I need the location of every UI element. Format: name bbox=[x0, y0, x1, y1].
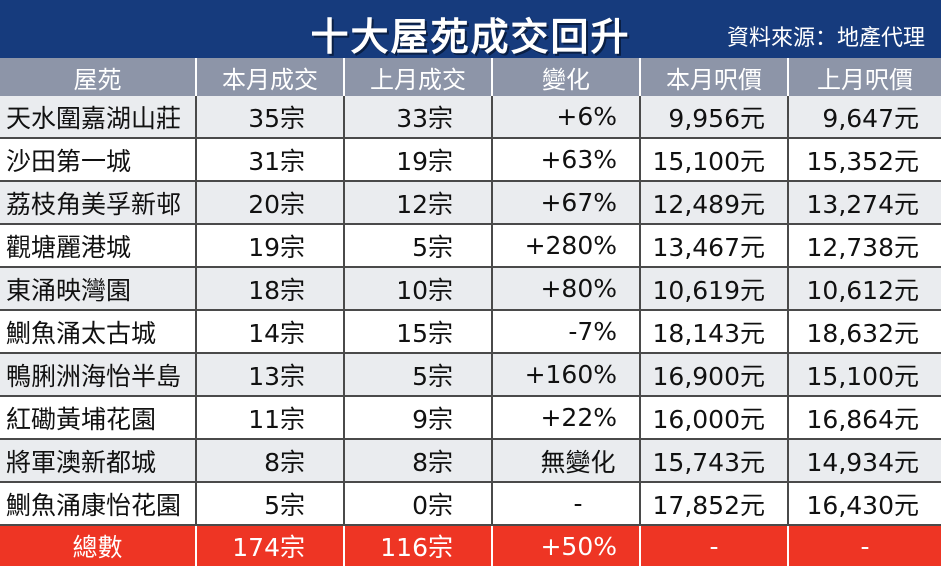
change-value: +67% bbox=[491, 181, 640, 225]
estate-name: 紅磡黃埔花園 bbox=[0, 396, 196, 440]
total-change: +50% bbox=[491, 525, 640, 566]
change-value: +80% bbox=[491, 267, 640, 311]
table-row: 沙田第一城 31宗 19宗 +63% 15,100元 15,352元 bbox=[0, 138, 941, 182]
estate-name: 鰂魚涌太古城 bbox=[0, 310, 196, 354]
this-month-count: 18宗 bbox=[195, 267, 344, 311]
last-month-count: 12宗 bbox=[343, 181, 492, 225]
price-this-month: 15,743元 bbox=[639, 439, 788, 483]
estate-name: 將軍澳新都城 bbox=[0, 439, 196, 483]
estate-name: 荔枝角美孚新邨 bbox=[0, 181, 196, 225]
this-month-count: 31宗 bbox=[195, 138, 344, 182]
change-value: +280% bbox=[491, 224, 640, 268]
total-price-this-month: - bbox=[639, 525, 788, 566]
price-this-month: 9,956元 bbox=[639, 96, 788, 139]
title-bar: 十大屋苑成交回升 資料來源：地產代理 bbox=[0, 0, 941, 59]
change-value: - bbox=[491, 482, 640, 526]
price-this-month: 16,900元 bbox=[639, 353, 788, 397]
price-last-month: 9,647元 bbox=[787, 96, 941, 139]
table-row: 東涌映灣園 18宗 10宗 +80% 10,619元 10,612元 bbox=[0, 267, 941, 311]
price-last-month: 15,100元 bbox=[787, 353, 941, 397]
table-header-row: 屋苑 本月成交 上月成交 變化 本月呎價 上月呎價 bbox=[0, 58, 941, 96]
price-this-month: 16,000元 bbox=[639, 396, 788, 440]
column-header-estate: 屋苑 bbox=[0, 58, 196, 96]
table-row: 鰂魚涌太古城 14宗 15宗 -7% 18,143元 18,632元 bbox=[0, 310, 941, 354]
last-month-count: 19宗 bbox=[343, 138, 492, 182]
price-last-month: 13,274元 bbox=[787, 181, 941, 225]
estate-name: 天水圍嘉湖山莊 bbox=[0, 96, 196, 139]
change-value: +160% bbox=[491, 353, 640, 397]
price-this-month: 15,100元 bbox=[639, 138, 788, 182]
total-price-last-month: - bbox=[787, 525, 941, 566]
estate-name: 鴨脷洲海怡半島 bbox=[0, 353, 196, 397]
total-last-month: 116宗 bbox=[343, 525, 492, 566]
estate-name: 沙田第一城 bbox=[0, 138, 196, 182]
price-last-month: 15,352元 bbox=[787, 138, 941, 182]
price-last-month: 12,738元 bbox=[787, 224, 941, 268]
estate-transactions-table: 屋苑 本月成交 上月成交 變化 本月呎價 上月呎價 天水圍嘉湖山莊 35宗 33… bbox=[0, 58, 941, 566]
price-this-month: 12,489元 bbox=[639, 181, 788, 225]
change-value: +22% bbox=[491, 396, 640, 440]
change-value: -7% bbox=[491, 310, 640, 354]
last-month-count: 8宗 bbox=[343, 439, 492, 483]
this-month-count: 8宗 bbox=[195, 439, 344, 483]
price-this-month: 10,619元 bbox=[639, 267, 788, 311]
this-month-count: 35宗 bbox=[195, 96, 344, 139]
page-title: 十大屋苑成交回升 bbox=[310, 15, 631, 59]
price-this-month: 17,852元 bbox=[639, 482, 788, 526]
total-row: 總數 174宗 116宗 +50% - - bbox=[0, 525, 941, 566]
last-month-count: 0宗 bbox=[343, 482, 492, 526]
this-month-count: 14宗 bbox=[195, 310, 344, 354]
table-row: 將軍澳新都城 8宗 8宗 無變化 15,743元 14,934元 bbox=[0, 439, 941, 483]
table-row: 鴨脷洲海怡半島 13宗 5宗 +160% 16,900元 15,100元 bbox=[0, 353, 941, 397]
price-last-month: 14,934元 bbox=[787, 439, 941, 483]
estate-name: 鰂魚涌康怡花園 bbox=[0, 482, 196, 526]
table-row: 紅磡黃埔花園 11宗 9宗 +22% 16,000元 16,864元 bbox=[0, 396, 941, 440]
this-month-count: 13宗 bbox=[195, 353, 344, 397]
last-month-count: 33宗 bbox=[343, 96, 492, 139]
price-this-month: 18,143元 bbox=[639, 310, 788, 354]
this-month-count: 5宗 bbox=[195, 482, 344, 526]
this-month-count: 20宗 bbox=[195, 181, 344, 225]
change-value: +63% bbox=[491, 138, 640, 182]
price-this-month: 13,467元 bbox=[639, 224, 788, 268]
last-month-count: 5宗 bbox=[343, 353, 492, 397]
column-header-change: 變化 bbox=[491, 58, 640, 96]
last-month-count: 5宗 bbox=[343, 224, 492, 268]
last-month-count: 15宗 bbox=[343, 310, 492, 354]
column-header-this-month: 本月成交 bbox=[195, 58, 344, 96]
table-row: 鰂魚涌康怡花園 5宗 0宗 - 17,852元 16,430元 bbox=[0, 482, 941, 526]
column-header-price-last-month: 上月呎價 bbox=[787, 58, 941, 96]
price-last-month: 16,430元 bbox=[787, 482, 941, 526]
total-this-month: 174宗 bbox=[195, 525, 344, 566]
estate-name: 東涌映灣園 bbox=[0, 267, 196, 311]
source-note: 資料來源：地產代理 bbox=[726, 26, 925, 51]
table-row: 荔枝角美孚新邨 20宗 12宗 +67% 12,489元 13,274元 bbox=[0, 181, 941, 225]
change-value: 無變化 bbox=[491, 439, 640, 483]
this-month-count: 19宗 bbox=[195, 224, 344, 268]
estate-name: 觀塘麗港城 bbox=[0, 224, 196, 268]
column-header-last-month: 上月成交 bbox=[343, 58, 492, 96]
price-last-month: 16,864元 bbox=[787, 396, 941, 440]
this-month-count: 11宗 bbox=[195, 396, 344, 440]
change-value: +6% bbox=[491, 96, 640, 139]
price-last-month: 10,612元 bbox=[787, 267, 941, 311]
price-last-month: 18,632元 bbox=[787, 310, 941, 354]
table-row: 觀塘麗港城 19宗 5宗 +280% 13,467元 12,738元 bbox=[0, 224, 941, 268]
total-label: 總數 bbox=[0, 525, 196, 566]
column-header-price-this-month: 本月呎價 bbox=[639, 58, 788, 96]
last-month-count: 10宗 bbox=[343, 267, 492, 311]
table-row: 天水圍嘉湖山莊 35宗 33宗 +6% 9,956元 9,647元 bbox=[0, 96, 941, 139]
last-month-count: 9宗 bbox=[343, 396, 492, 440]
